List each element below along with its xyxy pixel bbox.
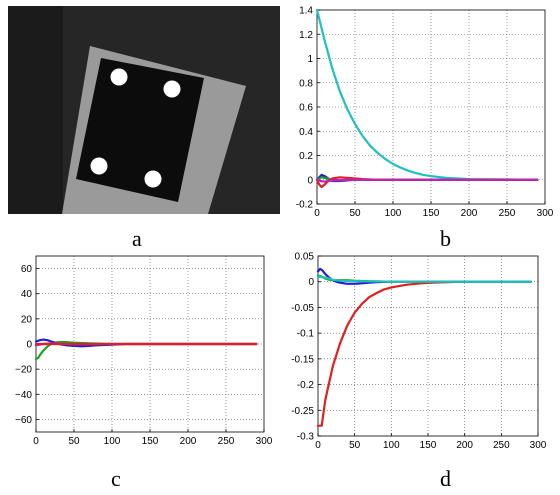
chart-b-ytick-label-4: 0.6 [299,103,313,114]
photo-dot-4 [144,170,162,188]
chart-b-xtick-label-2: 100 [385,208,402,219]
chart-c-xtick-label-2: 100 [104,436,121,447]
panel-label-a: a [132,226,142,251]
photo-dot-3 [90,157,108,175]
chart-d-ytick-label-0: -0.3 [297,432,315,443]
chart-c-ytick-label-0: −60 [15,415,32,426]
chart-d-xtick-label-4: 200 [456,440,473,451]
panel-label-d: d [440,466,451,491]
chart-b: 0 50 100 150 200 250 300-0.200.20.40.60.811.21… [296,6,554,220]
chart-d-series-0 [316,280,532,427]
chart-c-xtick-label-6: 300 [256,436,273,447]
chart-b-ytick-label-3: 0.4 [299,127,313,138]
chart-d-ytick-label-3: -0.15 [291,354,314,365]
chart-d-xtick-label-5: 250 [493,440,510,451]
chart-b-ytick-label-0: -0.2 [296,200,314,211]
chart-c-xtick-label-5: 250 [218,436,235,447]
target-photo [8,6,280,214]
chart-b-ytick-label-1: 0 [307,175,313,186]
chart-b-ytick-label-2: 0.2 [299,151,313,162]
chart-b-ytick-label-8: 1.4 [299,6,313,17]
chart-d: 0 50 100 150 200 250 300 -0.3 -0.25 -0.2 -0.15 -0.1… [291,252,546,452]
chart-d-ytick-label-2: -0.2 [297,380,315,391]
chart-b-xtick-label-6: 300 [537,208,554,219]
chart-c-xtick-label-1: 50 [68,436,80,447]
chart-d-xtick-label-3: 150 [420,440,437,451]
chart-c-xtick-label-0: 0 [33,436,39,447]
chart-c-ytick-label-5: 40 [21,289,33,300]
chart-c-ytick-label-4: 20 [21,314,33,325]
chart-b-ytick-label-7: 1.2 [299,30,313,41]
chart-c-ytick-label-1: −40 [15,390,32,401]
photo-dot-1 [110,68,128,86]
chart-d-xtick-label-6: 300 [530,440,546,451]
chart-d-xtick-label-0: 0 [315,440,321,451]
panel-label-c: c [111,466,121,491]
photo-dot-2 [163,80,181,98]
chart-d-series-3 [316,275,532,283]
chart-b-series-4 [315,178,539,183]
chart-b-xtick-label-1: 50 [349,208,361,219]
chart-c-xtick-label-4: 200 [180,436,197,447]
chart-c-ytick-label-6: 60 [21,264,33,275]
chart-d-ytick-label-5: -0.05 [291,303,314,314]
chart-d-ytick-label-7: 0.05 [295,252,315,263]
chart-c-ytick-label-2: −20 [15,365,32,376]
chart-b-xtick-label-4: 200 [461,208,478,219]
chart-b-ytick-label-5: 0.8 [299,78,313,89]
chart-d-ytick-label-6: 0 [308,277,314,288]
chart-b-ytick-label-6: 1 [307,54,313,65]
chart-b-xtick-label-0: 0 [314,208,320,219]
chart-d-xtick-label-1: 50 [349,440,361,451]
panel-label-b: b [440,226,451,251]
chart-c-xtick-label-3: 150 [142,436,159,447]
chart-b-xtick-label-5: 250 [499,208,516,219]
chart-b-xtick-label-3: 150 [423,208,440,219]
chart-d-ytick-label-1: -0.25 [291,406,314,417]
chart-d-xtick-label-2: 100 [383,440,400,451]
chart-c: 0 50 100 150 200 250 300 −60 −40 −20 0 20 40 60 [15,255,273,447]
chart-d-ytick-label-4: -0.1 [297,329,315,340]
chart-c-ytick-label-3: 0 [26,340,32,351]
chart-b-series-0 [315,8,539,181]
